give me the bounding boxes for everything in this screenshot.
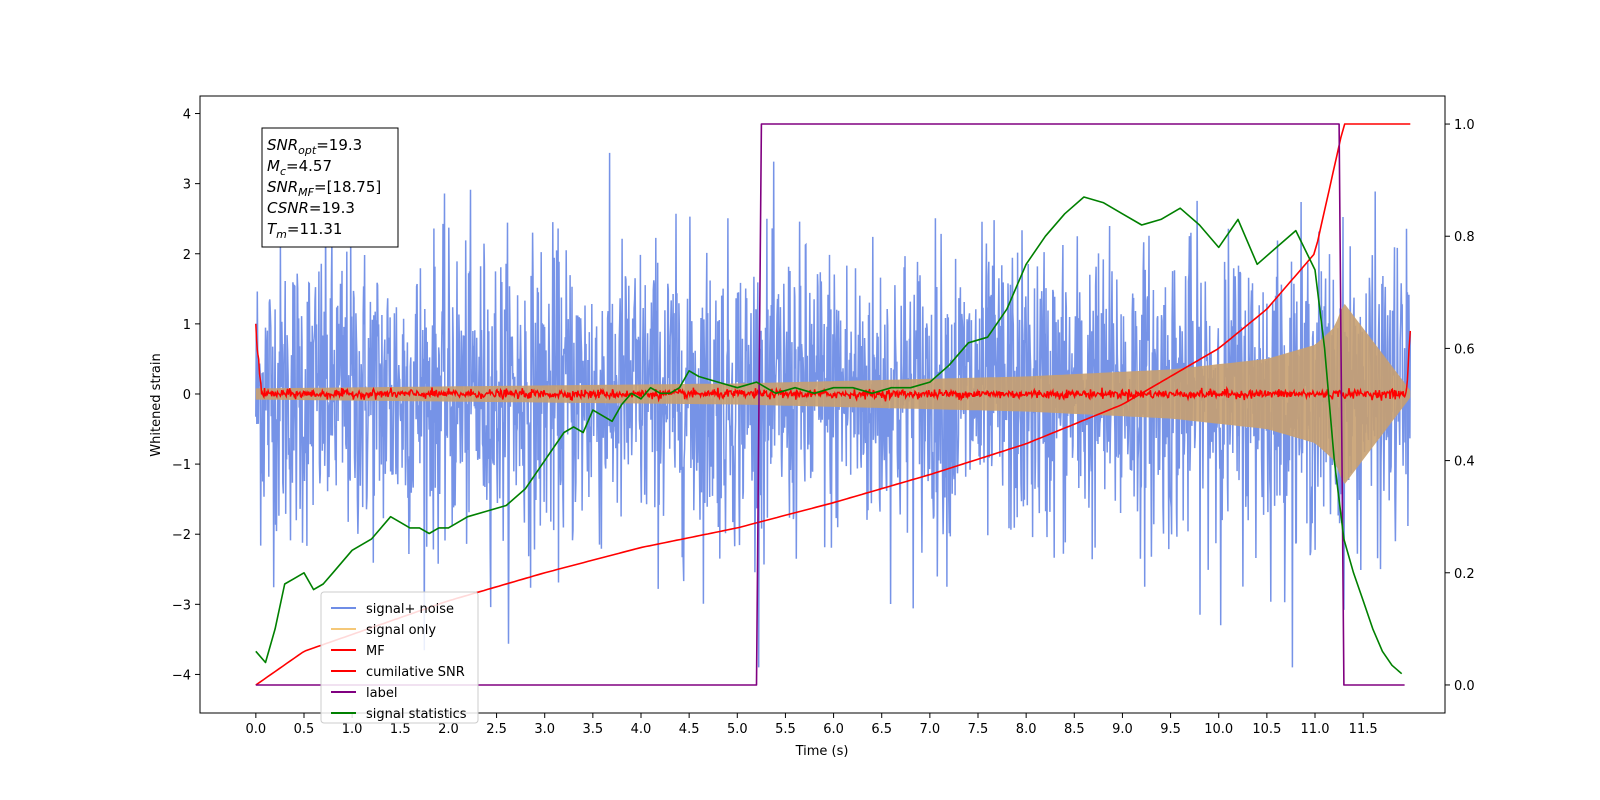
y-tick-label-right: 0.8 [1454,230,1475,245]
annotation-value: =11.31 [287,220,343,238]
y-tick-label-left: −1 [172,458,191,473]
x-tick-label: 4.0 [631,722,652,737]
x-tick-label: 11.0 [1301,722,1330,737]
x-tick-label: 2.5 [486,722,507,737]
y-tick-label-left: 2 [183,248,191,263]
x-tick-label: 3.5 [583,722,604,737]
y-tick-label-left: −4 [172,668,191,683]
y-tick-label-left: −3 [172,598,191,613]
annotation-box: SNRopt=19.3Mc=4.57SNRMF=[18.75]CSNR=19.3… [261,127,399,248]
y-tick-label-right: 0.6 [1454,342,1475,357]
x-tick-label: 2.0 [438,722,459,737]
x-tick-label: 9.5 [1160,722,1181,737]
x-tick-label: 10.5 [1252,722,1281,737]
x-tick-label: 8.5 [1064,722,1085,737]
legend-entry: label [366,686,397,701]
y-axis-right: 1.0 0.8 0.6 0.4 0.2 0.0 [1445,118,1475,694]
x-tick-label: 6.5 [871,722,892,737]
x-tick-label: 11.5 [1349,722,1378,737]
x-tick-label: 0.5 [294,722,315,737]
annotation-var: SNR [267,178,298,196]
y-tick-label-left: 4 [183,108,191,123]
annotation-line: SNRMF=[18.75] [267,178,381,199]
annotation-line: Tm=11.31 [267,220,342,241]
y-axis-left: 4 3 2 1 0 −1 −2 −3 −4 [172,108,200,683]
legend-frame [320,591,479,724]
x-tick-label: 8.0 [1016,722,1037,737]
y-tick-label-left: 0 [183,388,191,403]
x-tick-label: 6.0 [823,722,844,737]
y-tick-label-left: −2 [172,528,191,543]
annotation-line: CSNR=19.3 [267,199,355,217]
y-tick-label-right: 0.2 [1454,567,1475,582]
x-axis-label: Time (s) [795,744,849,759]
x-tick-label: 10.0 [1204,722,1233,737]
x-tick-label: 9.0 [1112,722,1133,737]
x-tick-label: 3.0 [534,722,555,737]
x-axis: 0.0 0.5 1.0 1.5 2.0 2.5 3.0 3.5 4.0 4.5 5.0 5.5 6.0 6… [246,713,1378,737]
annotation-subscript: m [276,228,287,241]
legend-entry: cumilative SNR [366,665,465,680]
x-tick-label: 1.5 [390,722,411,737]
annotation-value: =19.3 [316,136,362,154]
legend-entry: signal statistics [366,707,467,722]
y-tick-label-right: 0.0 [1454,679,1475,694]
y-tick-label-right: 1.0 [1454,118,1475,133]
legend-entry: signal only [366,623,436,638]
x-tick-label: 5.5 [775,722,796,737]
annotation-subscript: c [280,165,286,178]
series-signal-statistics [255,196,1403,675]
annotation-value: =[18.75] [314,178,381,196]
annotation-var: SNR [267,136,298,154]
annotation-subscript: MF [298,186,314,199]
plot-frame [199,95,1446,714]
y-axis-label: Whitened strain [149,353,164,456]
y-tick-label-right: 0.4 [1454,455,1475,470]
annotation-line: SNRopt=19.3 [267,136,362,157]
legend-entry: signal+ noise [366,602,454,617]
annotation-var: CSNR [267,199,309,217]
x-tick-label: 4.5 [679,722,700,737]
series-mf [255,323,1412,403]
annotation-line: Mc=4.57 [267,157,332,178]
annotation-value: =4.57 [286,157,332,175]
y-tick-label-left: 1 [183,318,191,333]
x-tick-label: 0.0 [246,722,267,737]
annotation-var: T [267,220,278,238]
legend: signal+ noise signal only MF cumilative SNR… [320,591,479,724]
x-tick-label: 5.0 [727,722,748,737]
x-tick-label: 1.0 [342,722,363,737]
annotation-value: =19.3 [309,199,355,217]
series-label [255,123,1405,686]
annotation-frame [261,127,399,248]
annotation-subscript: opt [298,144,317,157]
y-tick-label-left: 3 [183,178,191,193]
x-tick-label: 7.5 [968,722,989,737]
annotation-var: M [267,157,280,175]
x-tick-label: 7.0 [920,722,941,737]
legend-entry: MF [366,644,385,659]
